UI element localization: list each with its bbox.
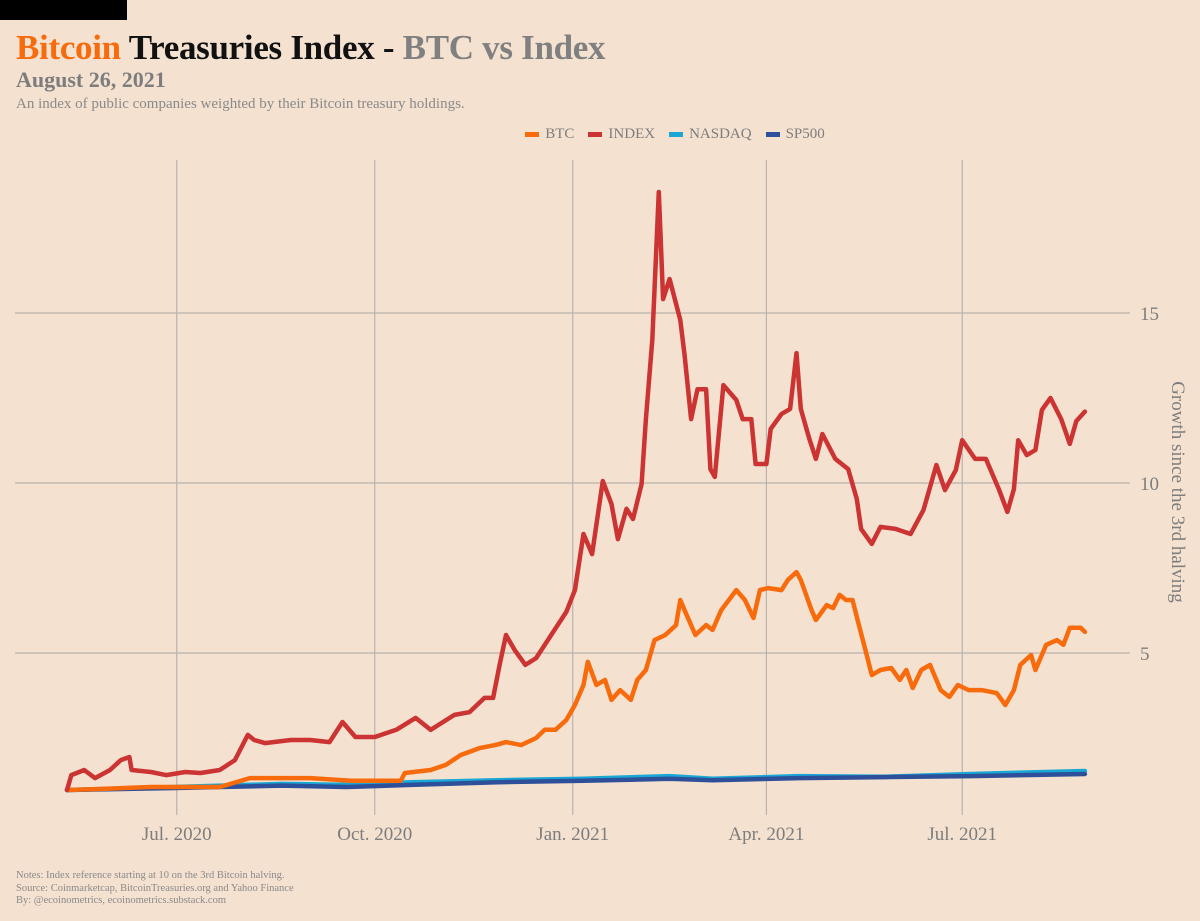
chart-date: August 26, 2021 xyxy=(16,67,166,92)
footer-source: Source: Coinmarketcap, BitcoinTreasuries… xyxy=(16,882,294,894)
legend-swatch xyxy=(765,132,780,137)
redaction-bar xyxy=(0,0,127,20)
footer: Notes: Index reference starting at 10 on… xyxy=(16,870,294,908)
legend: BTC INDEX NASDAQ SP500 xyxy=(0,126,1200,143)
y-axis-label: Growth since the 3rd halving xyxy=(1167,381,1188,603)
legend-label: BTC xyxy=(545,126,575,142)
y-tick-label: 5 xyxy=(1140,644,1150,665)
title-btc-vs-index: BTC vs Index xyxy=(402,28,606,67)
y-tick-label: 15 xyxy=(1140,304,1159,325)
legend-swatch xyxy=(525,132,540,137)
chart-title: Bitcoin Treasuries Index - BTC vs Index xyxy=(16,28,606,68)
series-line-btc xyxy=(64,569,1088,793)
legend-item-nasdaq[interactable]: NASDAQ xyxy=(669,126,752,143)
footer-notes: Notes: Index reference starting at 10 on… xyxy=(16,870,285,881)
x-tick-label: Apr. 2021 xyxy=(728,824,804,845)
x-tick-label: Jul. 2021 xyxy=(927,824,997,845)
legend-label: SP500 xyxy=(785,126,825,142)
legend-swatch xyxy=(669,132,684,137)
x-tick-label: Oct. 2020 xyxy=(337,824,412,845)
x-tick-label: Jul. 2020 xyxy=(142,824,212,845)
series-line-index xyxy=(64,189,1088,793)
title-bitcoin: Bitcoin xyxy=(16,28,121,67)
title-treasuries-index: Treasuries Index - xyxy=(128,28,395,67)
series-line-sp500 xyxy=(64,771,1088,793)
footer-by: By: @ecoinometrics, ecoinometrics.substa… xyxy=(16,895,226,906)
legend-label: INDEX xyxy=(608,126,656,142)
y-tick-label: 10 xyxy=(1140,474,1159,495)
legend-item-sp500[interactable]: SP500 xyxy=(765,126,825,143)
legend-swatch xyxy=(588,132,603,137)
chart-subtitle: An index of public companies weighted by… xyxy=(16,96,465,112)
x-tick-label: Jan. 2021 xyxy=(536,824,609,845)
legend-item-btc[interactable]: BTC xyxy=(525,126,574,143)
legend-label: NASDAQ xyxy=(689,126,752,142)
legend-item-index[interactable]: INDEX xyxy=(588,126,655,143)
